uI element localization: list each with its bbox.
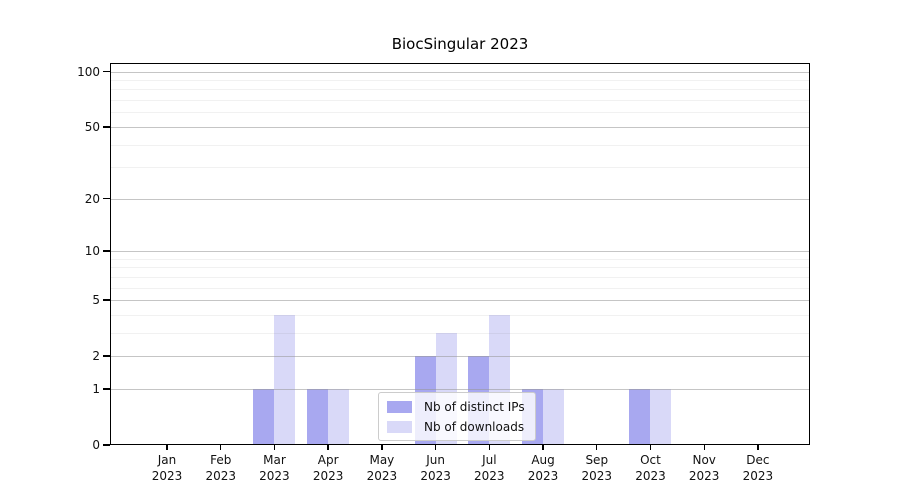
minor-gridline <box>110 89 810 91</box>
minor-gridline <box>110 332 810 334</box>
x-tick-label: Jan 2023 <box>151 453 183 483</box>
x-tick-label: Apr 2023 <box>312 453 344 483</box>
x-tick-label: Mar 2023 <box>259 453 290 483</box>
bar-downloads-oct <box>650 388 672 445</box>
y-tick-mark <box>103 444 110 446</box>
y-tick-label: 5 <box>92 293 100 308</box>
x-tick-label: May 2023 <box>366 453 398 483</box>
x-tick-label: Sep 2023 <box>581 453 613 483</box>
minor-gridline <box>110 258 810 260</box>
x-tick-mark <box>596 445 598 450</box>
major-gridline <box>110 126 810 128</box>
x-tick-mark <box>703 445 705 450</box>
x-tick-label: Jun 2023 <box>420 453 451 483</box>
x-tick-mark <box>488 445 490 450</box>
minor-gridline <box>110 80 810 82</box>
x-tick-label: Dec 2023 <box>742 453 774 483</box>
bar-downloads-aug <box>543 388 565 445</box>
gridlines-layer <box>110 63 810 445</box>
minor-gridline <box>110 112 810 114</box>
x-tick-label: Nov 2023 <box>688 453 720 483</box>
minor-gridline <box>110 287 810 289</box>
x-tick-mark <box>166 445 168 450</box>
legend-swatch <box>387 420 412 433</box>
x-tick-label: Aug 2023 <box>527 453 559 483</box>
x-tick-mark <box>381 445 383 450</box>
legend-swatch <box>387 400 412 413</box>
bar-downloads-mar <box>274 314 296 445</box>
major-gridline <box>110 251 810 252</box>
x-tick-mark <box>327 445 329 450</box>
bar-downloads-apr <box>328 388 350 445</box>
y-tick-mark <box>103 197 110 200</box>
y-tick-label: 20 <box>84 191 100 206</box>
legend-entry: Nb of distinct IPs <box>387 398 525 415</box>
y-tick-mark <box>103 388 110 390</box>
x-tick-mark <box>757 445 759 450</box>
y-tick-mark <box>103 126 110 128</box>
x-tick-label: Oct 2023 <box>635 453 666 483</box>
chart-title: BiocSingular 2023 <box>391 35 529 53</box>
y-tick-mark <box>103 250 110 252</box>
y-tick-label: 0 <box>92 438 100 452</box>
legend-entry: Nb of downloads <box>387 418 525 435</box>
y-tick-mark <box>103 70 110 73</box>
legend: Nb of distinct IPs Nb of downloads <box>378 392 536 441</box>
minor-gridline <box>110 100 810 102</box>
legend-label: Nb of distinct IPs <box>424 399 525 414</box>
minor-gridline <box>110 267 810 269</box>
x-tick-mark <box>649 445 652 450</box>
minor-gridline <box>110 167 810 169</box>
y-tick-label: 10 <box>84 244 100 258</box>
minor-gridline <box>110 314 810 316</box>
x-tick-mark <box>542 445 544 450</box>
y-tick-mark <box>103 299 110 301</box>
x-tick-mark <box>434 445 437 450</box>
bar-distinct-ips-oct <box>629 388 651 445</box>
minor-gridline <box>110 144 810 146</box>
legend-label: Nb of downloads <box>424 419 525 434</box>
major-gridline <box>110 198 810 200</box>
x-tick-label: Feb 2023 <box>205 453 236 483</box>
x-tick-label: Jul 2023 <box>474 453 505 483</box>
major-gridline <box>110 388 810 390</box>
plot-area <box>110 63 810 445</box>
y-tick-label: 50 <box>84 119 100 134</box>
y-tick-label: 2 <box>92 349 100 364</box>
y-tick-label: 100 <box>77 64 100 79</box>
bar-distinct-ips-apr <box>307 388 329 445</box>
major-gridline <box>110 71 810 73</box>
bar-distinct-ips-mar <box>253 388 275 445</box>
x-tick-mark <box>220 445 222 450</box>
minor-gridline <box>110 276 810 278</box>
x-tick-mark <box>273 445 276 450</box>
y-tick-mark <box>103 355 110 357</box>
y-tick-label: 1 <box>92 381 100 396</box>
major-gridline <box>110 300 810 302</box>
major-gridline <box>110 356 810 358</box>
